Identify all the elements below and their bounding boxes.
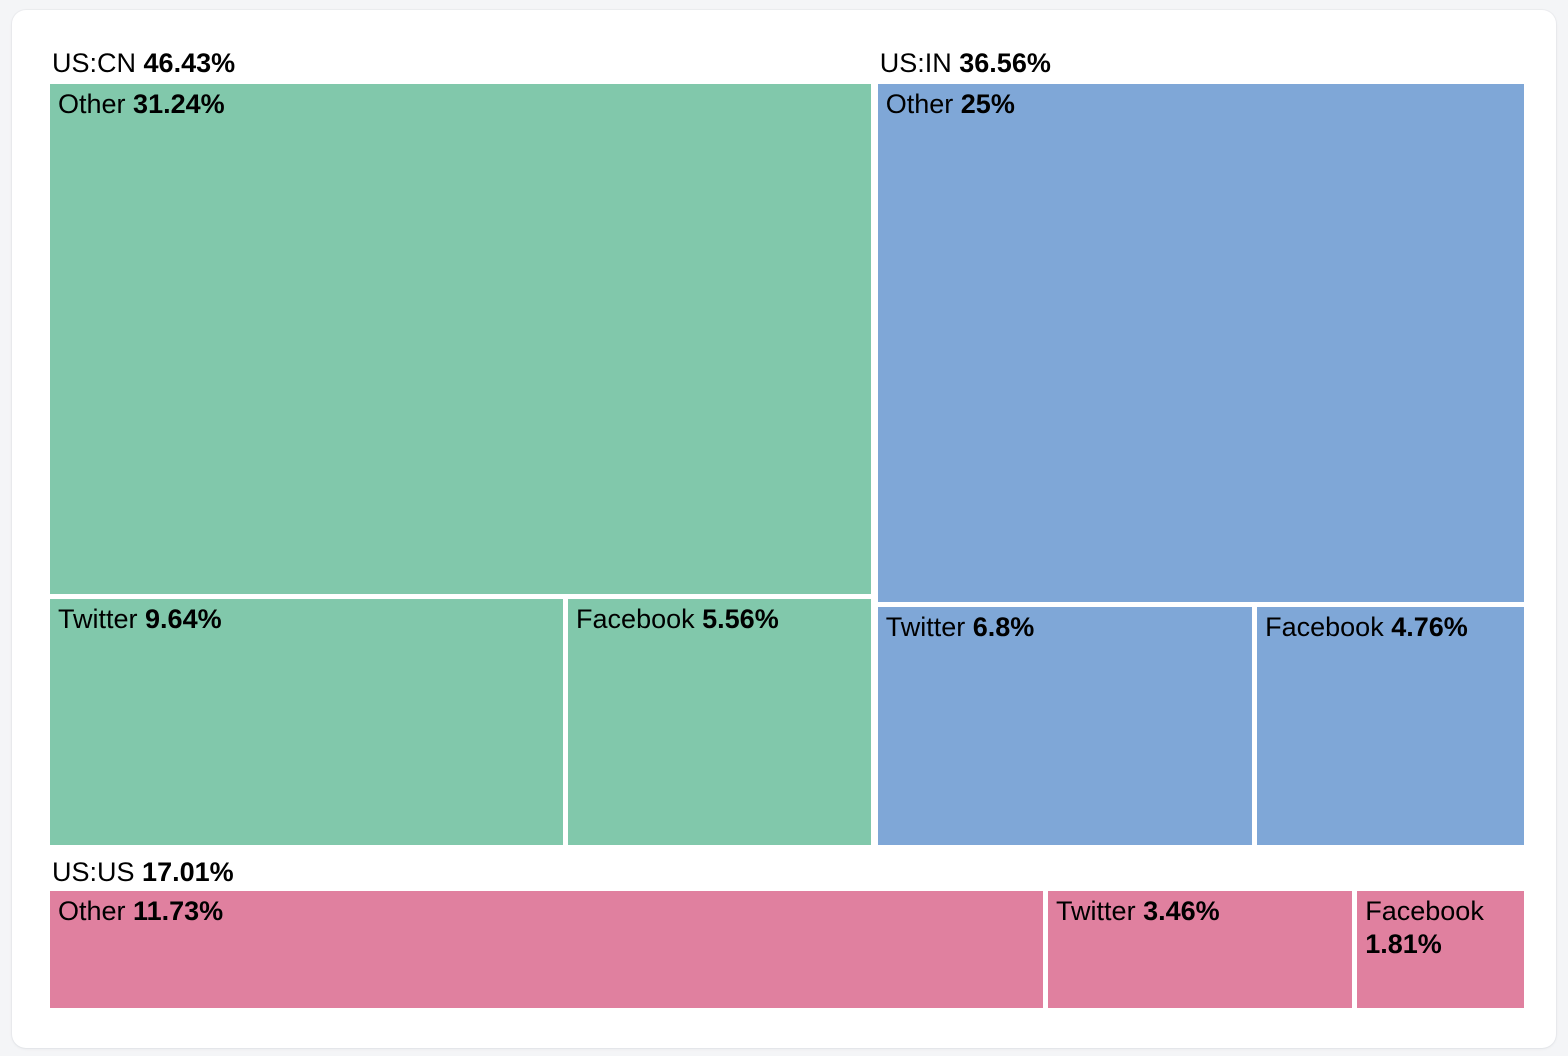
cell-name: Other <box>58 896 126 926</box>
cell-value: 9.64% <box>145 603 222 634</box>
cell-name: Twitter <box>58 603 138 634</box>
cell-name: Other <box>885 89 954 119</box>
cell-value: 25% <box>960 89 1015 119</box>
group-value: 17.01% <box>142 857 234 887</box>
treemap-card: US:CN 46.43% Other 31.24% Twitter 9.64% <box>12 10 1556 1048</box>
cell-value: 4.76% <box>1391 612 1468 643</box>
group-value: 46.43% <box>143 48 236 78</box>
treemap-cell-us-us-facebook[interactable]: Facebook 1.81% <box>1357 891 1525 1008</box>
treemap-group-us-cn: US:CN 46.43% Other 31.24% Twitter 9.64% <box>50 48 871 845</box>
group-label-us-us: US:US 17.01% <box>50 845 1524 891</box>
cell-value: 31.24% <box>133 89 225 119</box>
group-label-us-cn: US:CN 46.43% <box>50 48 871 84</box>
cell-value: 5.56% <box>702 603 779 634</box>
treemap-cell-us-cn-twitter[interactable]: Twitter 9.64% <box>50 598 564 845</box>
cell-value: 6.8% <box>972 612 1035 643</box>
group-name: US:CN <box>52 48 137 78</box>
group-body-us-in: Other 25% Twitter 6.8% Facebook 4.76% <box>877 84 1524 845</box>
treemap-group-us-us: US:US 17.01% Other 11.73% Twitter 3.46% <box>50 845 1525 1008</box>
cell-name: Facebook <box>576 603 695 634</box>
cell-name: Twitter <box>885 612 966 643</box>
treemap-cell-us-in-other[interactable]: Other 25% <box>877 84 1524 603</box>
cell-name: Twitter <box>1056 896 1136 926</box>
treemap-top-band: US:CN 46.43% Other 31.24% Twitter 9.64% <box>50 48 1524 845</box>
group-label-us-in: US:IN 36.56% <box>878 48 1524 84</box>
treemap-cell-us-us-other[interactable]: Other 11.73% <box>50 891 1044 1008</box>
treemap-row-us-us: Other 11.73% Twitter 3.46% Facebook 1.81… <box>50 891 1525 1008</box>
cell-name: Facebook <box>1365 896 1484 926</box>
cell-name: Facebook <box>1265 612 1384 643</box>
treemap-group-us-in: US:IN 36.56% Other 25% Twitter 6.8% <box>877 48 1524 845</box>
cell-value: 11.73% <box>133 896 224 926</box>
treemap-cell-us-in-twitter[interactable]: Twitter 6.8% <box>877 607 1253 845</box>
treemap-chart: US:CN 46.43% Other 31.24% Twitter 9.64% <box>50 48 1525 1008</box>
group-body-us-cn: Other 31.24% Twitter 9.64% Facebook 5.56… <box>50 84 871 845</box>
treemap-cell-us-cn-facebook[interactable]: Facebook 5.56% <box>568 598 871 845</box>
treemap-row-us-cn: Twitter 9.64% Facebook 5.56% <box>50 598 871 845</box>
cell-name: Other <box>58 89 126 119</box>
group-value: 36.56% <box>959 48 1051 78</box>
cell-value: 3.46% <box>1143 896 1220 926</box>
group-name: US:US <box>52 857 135 887</box>
group-name: US:IN <box>879 48 952 78</box>
treemap-row-us-in: Twitter 6.8% Facebook 4.76% <box>877 607 1524 845</box>
cell-value: 1.81% <box>1365 929 1442 959</box>
treemap-cell-us-us-twitter[interactable]: Twitter 3.46% <box>1048 891 1353 1008</box>
treemap-cell-us-in-facebook[interactable]: Facebook 4.76% <box>1257 607 1524 845</box>
treemap-bottom-band: US:US 17.01% Other 11.73% Twitter 3.46% <box>50 845 1525 1008</box>
treemap-cell-us-cn-other[interactable]: Other 31.24% <box>50 84 871 594</box>
